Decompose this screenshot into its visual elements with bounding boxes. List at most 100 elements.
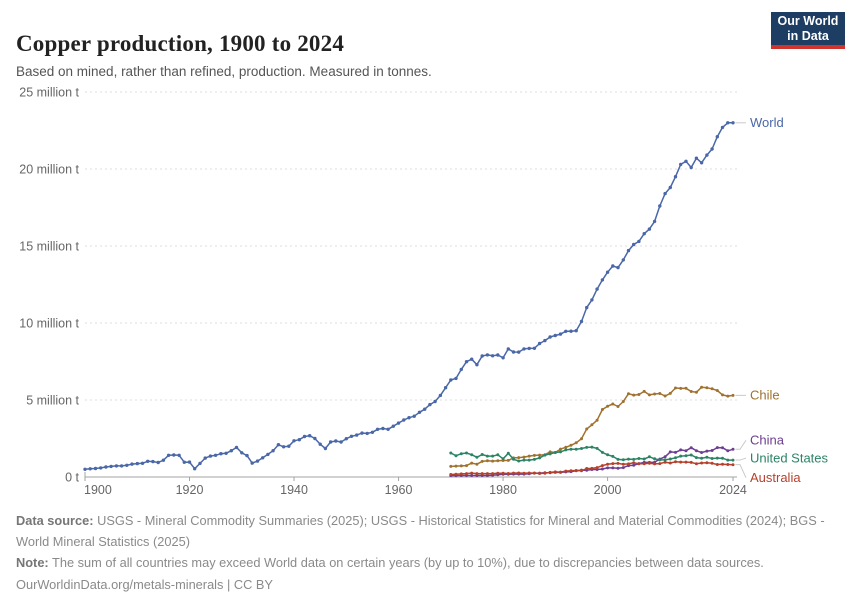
note-text: The sum of all countries may exceed Worl… (52, 555, 764, 571)
data-point (564, 329, 568, 333)
data-point (83, 467, 87, 471)
data-point (365, 431, 369, 436)
data-point (323, 446, 328, 451)
data-point (663, 460, 667, 464)
data-point (637, 393, 641, 396)
data-point (287, 444, 291, 448)
data-point (485, 472, 489, 476)
data-point (193, 467, 197, 471)
data-point (443, 386, 448, 390)
data-point (349, 434, 354, 438)
data-point (715, 389, 719, 392)
data-point (710, 147, 714, 151)
data-point (470, 474, 474, 477)
data-point (532, 471, 536, 475)
data-point (559, 450, 562, 454)
data-point (559, 447, 562, 451)
data-point (532, 457, 536, 461)
data-point (627, 462, 630, 466)
data-point (580, 469, 583, 473)
data-point (595, 287, 599, 291)
line-chart-canvas[interactable]: 0 t 5 million t 10 million t 15 million t 20… (0, 80, 850, 508)
data-point (558, 332, 563, 336)
data-point (642, 232, 646, 236)
data-point (569, 329, 573, 333)
data-point (360, 431, 364, 435)
data-point (543, 471, 547, 475)
data-point (506, 347, 510, 351)
data-point (663, 458, 667, 462)
data-point (166, 453, 171, 457)
data-point (496, 353, 500, 357)
data-point (506, 451, 510, 455)
data-point (229, 449, 233, 453)
data-point (585, 427, 589, 431)
data-point (721, 462, 724, 466)
data-point (140, 461, 145, 465)
data-point (726, 458, 730, 462)
data-point (653, 392, 657, 396)
data-point (240, 451, 244, 455)
owid-link[interactable]: OurWorldinData.org/metals-minerals | CC … (16, 577, 273, 593)
data-point (652, 219, 657, 224)
data-point (632, 457, 636, 461)
x-tick-label: 2024 (719, 483, 747, 497)
data-point (647, 393, 651, 397)
data-point (344, 437, 348, 441)
data-point (475, 455, 479, 459)
data-point (391, 424, 395, 428)
data-point (616, 405, 620, 408)
data-point (449, 464, 453, 468)
data-point (491, 472, 495, 476)
data-point (417, 410, 422, 414)
data-point (611, 454, 615, 458)
data-point (512, 471, 515, 475)
series-chile[interactable]: Chile (449, 385, 780, 468)
series-australia[interactable]: Australia (449, 460, 801, 485)
series-label-australia[interactable]: Australia (750, 470, 801, 485)
data-point (564, 448, 568, 452)
y-tick-label: 20 million t (19, 162, 79, 176)
series-label-world[interactable]: World (750, 115, 784, 130)
data-point (496, 459, 500, 463)
data-point (721, 393, 724, 397)
y-tick-label: 15 million t (19, 239, 79, 253)
data-point (621, 458, 625, 462)
data-point (548, 335, 552, 339)
data-point (313, 436, 317, 441)
data-point (375, 427, 380, 431)
data-point (569, 469, 573, 473)
data-point (710, 387, 714, 391)
page-title: Copper production, 1900 to 2024 (16, 31, 345, 57)
series-china[interactable]: China (449, 433, 785, 478)
data-point (381, 426, 385, 431)
data-point (459, 452, 463, 456)
series-united-states[interactable]: United States (449, 445, 829, 466)
data-point (705, 455, 709, 459)
data-point (553, 470, 557, 474)
note-label: Note: (16, 555, 49, 571)
series-label-chile[interactable]: Chile (750, 388, 780, 403)
data-point (715, 463, 719, 466)
data-point (297, 438, 301, 442)
data-point (480, 453, 484, 456)
owid-logo-line2: in Data (787, 28, 829, 43)
owid-logo[interactable]: Our World in Data (771, 12, 845, 49)
data-point (491, 454, 495, 458)
data-point (480, 459, 484, 463)
data-point (470, 357, 474, 361)
data-point (606, 462, 610, 466)
data-point (511, 350, 516, 354)
data-point (219, 452, 223, 456)
data-point (386, 427, 390, 431)
series-label-united-states[interactable]: United States (750, 450, 829, 465)
series-world[interactable]: World (83, 115, 784, 471)
data-point (668, 185, 672, 190)
data-point (674, 456, 677, 460)
data-point (710, 461, 714, 465)
chart-subtitle: Based on mined, rather than refined, pro… (16, 63, 432, 79)
series-label-china[interactable]: China (750, 433, 785, 448)
data-point (653, 457, 657, 461)
data-point (454, 454, 458, 458)
data-point (308, 434, 312, 438)
